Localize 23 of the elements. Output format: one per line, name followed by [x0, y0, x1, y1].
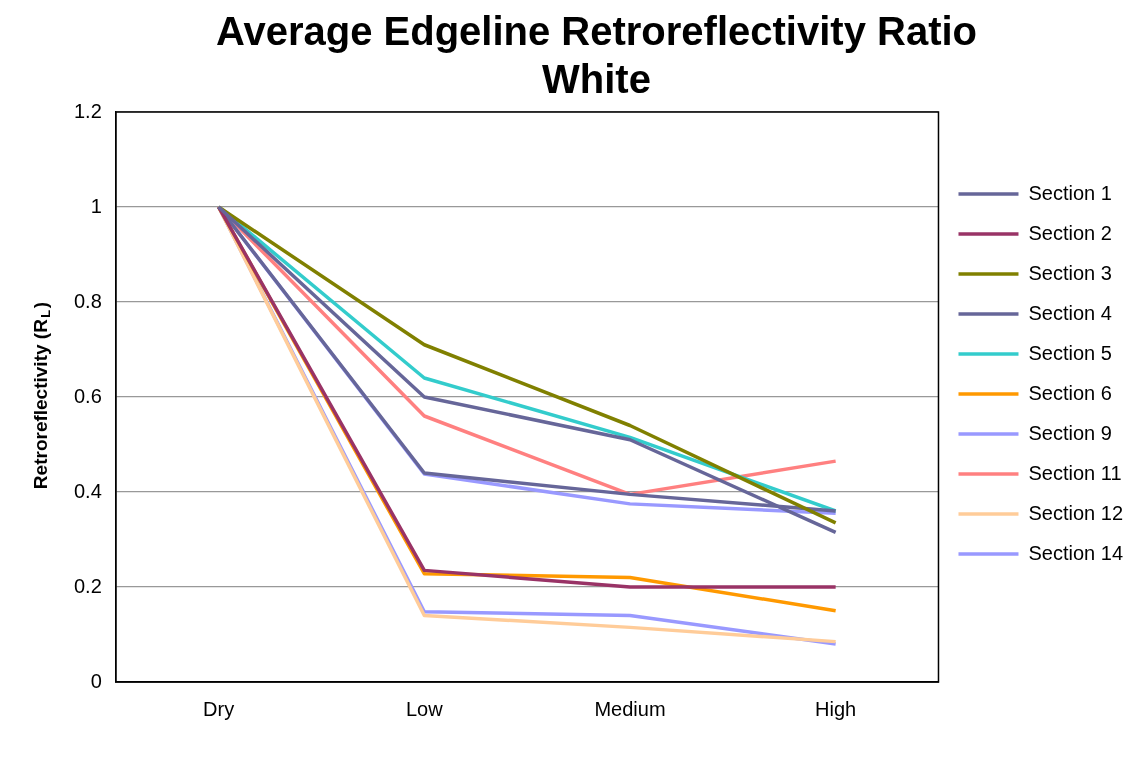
- y-tick-label: 0.2: [73, 574, 102, 597]
- y-tick-label: 1.2: [73, 99, 102, 122]
- y-axis-title: Retroreflectivity (RL): [30, 301, 53, 490]
- legend-label: Section 11: [1028, 461, 1122, 484]
- y-tick-label: 0: [90, 669, 102, 692]
- x-tick-label: High: [815, 697, 857, 720]
- chart-title: Average Edgeline Retroreflectivity Ratio White: [216, 9, 977, 102]
- legend-label: Section 9: [1028, 421, 1112, 444]
- y-tick-label: 0.4: [73, 479, 102, 502]
- y-tick-label: 0.6: [73, 384, 102, 407]
- legend-label: Section 4: [1028, 301, 1112, 324]
- legend-label: Section 6: [1028, 381, 1112, 404]
- y-tick-label: 0.8: [73, 289, 102, 312]
- legend-label: Section 1: [1028, 181, 1112, 204]
- x-tick-label: Low: [405, 697, 444, 720]
- legend-label: Section 12: [1028, 501, 1123, 524]
- legend-label: Section 5: [1028, 341, 1112, 364]
- legend-label: Section 14: [1028, 541, 1123, 564]
- x-tick-label: Dry: [203, 697, 235, 720]
- legend-label: Section 3: [1028, 261, 1112, 284]
- x-tick-label: Medium: [594, 697, 666, 720]
- y-tick-label: 1: [90, 194, 102, 217]
- legend-label: Section 2: [1028, 221, 1112, 244]
